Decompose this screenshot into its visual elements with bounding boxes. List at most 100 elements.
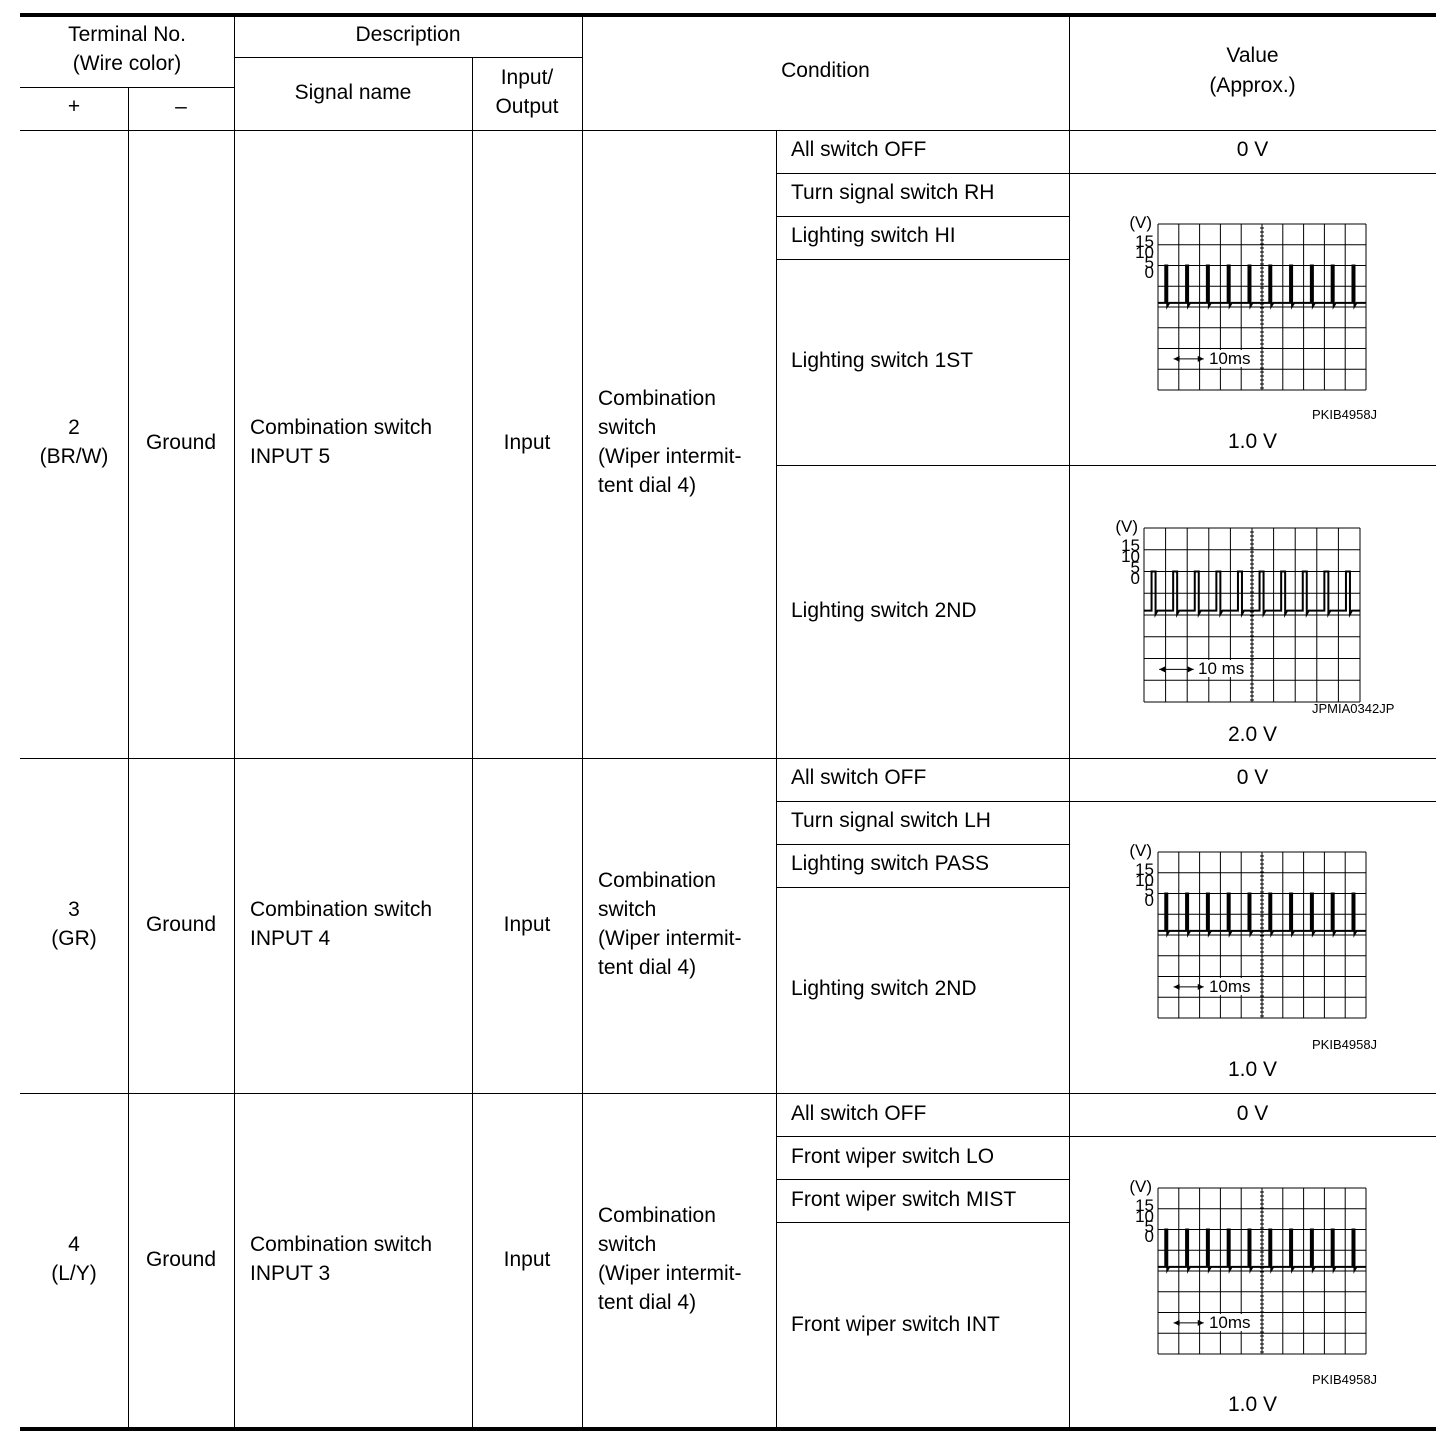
y-tick-label: 5	[1144, 1216, 1154, 1236]
header-description: Description	[355, 23, 461, 46]
rule	[776, 801, 1436, 802]
condition-text: Combination	[598, 869, 716, 892]
rule	[776, 259, 1069, 260]
row-separator	[20, 1093, 1436, 1094]
condition-text: Combination	[598, 387, 716, 410]
waveform-trace	[1144, 570, 1360, 618]
condition-text: Combination	[598, 1204, 716, 1227]
y-axis-unit: (V)	[1129, 841, 1152, 860]
value: 0 V	[1236, 138, 1269, 161]
ground-label: Ground	[145, 1248, 217, 1271]
figure-code: PKIB4958J	[1312, 1372, 1378, 1387]
io-label: Input	[503, 431, 551, 454]
signal-name: INPUT 3	[250, 1262, 331, 1285]
arrowhead	[1197, 355, 1204, 362]
column-rule	[776, 130, 777, 1429]
sub-condition: Turn signal switch RH	[791, 181, 995, 204]
rule	[776, 844, 1069, 845]
figure-code: PKIB4958J	[1312, 1037, 1378, 1052]
header-signal-name: Signal name	[294, 81, 412, 104]
y-axis-unit: (V)	[1115, 517, 1138, 536]
condition-text: switch	[598, 1233, 657, 1256]
timebase-label: 10 ms	[1198, 659, 1245, 679]
condition-text: (Wiper intermit-	[598, 927, 742, 950]
waveform-scope: (V) 15 10 5 0 10 ms	[1108, 516, 1362, 704]
column-rule	[582, 13, 583, 1429]
y-axis-unit: (V)	[1129, 213, 1152, 232]
header-value-approx: (Approx.)	[1209, 74, 1296, 97]
io-label: Input	[503, 1248, 551, 1271]
timebase-label: 10ms	[1208, 1312, 1251, 1332]
sub-condition: Lighting switch HI	[791, 224, 956, 247]
value: 1.0 V	[1227, 1058, 1278, 1081]
terminal-number: 4	[68, 1233, 80, 1256]
figure-code: PKIB4958J	[1312, 407, 1378, 422]
y-tick-label: 5	[1144, 252, 1154, 272]
rule	[776, 1136, 1436, 1137]
condition-text: (Wiper intermit-	[598, 445, 742, 468]
value: 0 V	[1236, 766, 1269, 789]
y-tick-label: 10	[1121, 547, 1140, 567]
signal-name: Combination switch	[250, 898, 433, 921]
y-tick-label: 15	[1135, 232, 1154, 252]
ground-label: Ground	[145, 431, 217, 454]
y-tick-label: 0	[1144, 263, 1154, 283]
value: 1.0 V	[1227, 430, 1278, 453]
sub-condition: All switch OFF	[791, 1102, 927, 1125]
sub-condition: Lighting switch 2ND	[791, 977, 977, 1000]
value: 2.0 V	[1227, 723, 1278, 746]
y-tick-label: 10	[1135, 870, 1154, 890]
header-input-output: Output	[495, 95, 559, 118]
header-plus: +	[67, 95, 81, 118]
wire-color: (BR/W)	[39, 445, 109, 468]
rule	[776, 1222, 1069, 1223]
rule	[776, 216, 1069, 217]
column-rule	[234, 13, 235, 1429]
wire-color: (L/Y)	[51, 1262, 97, 1285]
waveform-scope: (V) 15 10 5 0 10ms	[1118, 212, 1368, 392]
rule	[20, 87, 234, 88]
header-minus: –	[175, 95, 187, 118]
header-wire-color: (Wire color)	[72, 52, 182, 75]
column-rule	[472, 57, 473, 1429]
terminal-number: 2	[68, 416, 80, 439]
timebase-label: 10ms	[1208, 976, 1251, 996]
table-bottom-rule	[20, 1427, 1436, 1431]
y-tick-label: 0	[1144, 891, 1154, 911]
waveform-trace	[1158, 1228, 1366, 1274]
sub-condition: Front wiper switch MIST	[791, 1188, 1017, 1211]
condition-text: (Wiper intermit-	[598, 1262, 742, 1285]
table-top-rule	[20, 13, 1436, 17]
sub-condition: All switch OFF	[791, 766, 927, 789]
ground-label: Ground	[145, 913, 217, 936]
arrowhead	[1197, 1319, 1204, 1326]
rule	[234, 57, 582, 58]
row-separator	[20, 758, 1436, 759]
rule	[776, 173, 1436, 174]
arrowhead	[1173, 1319, 1180, 1326]
y-tick-label: 0	[1144, 1227, 1154, 1247]
condition-text: tent dial 4)	[598, 1291, 697, 1314]
arrowhead	[1173, 983, 1180, 990]
sub-condition: Lighting switch PASS	[791, 852, 990, 875]
signal-name: INPUT 5	[250, 445, 331, 468]
y-tick-label: 0	[1130, 569, 1140, 589]
rule	[776, 1179, 1069, 1180]
wire-color: (GR)	[51, 927, 97, 950]
signal-name: Combination switch	[250, 1233, 433, 1256]
arrowhead	[1173, 355, 1180, 362]
condition-text: tent dial 4)	[598, 956, 697, 979]
y-tick-label: 5	[1130, 558, 1140, 578]
scope-grid	[1143, 527, 1361, 703]
y-tick-label: 5	[1144, 880, 1154, 900]
signal-name: INPUT 4	[250, 927, 331, 950]
column-rule	[128, 87, 129, 1429]
header-input-output: Input/	[500, 66, 554, 89]
waveform-trace	[1158, 892, 1366, 938]
y-tick-label: 15	[1121, 536, 1140, 556]
column-rule	[1069, 13, 1070, 1429]
figure-code: JPMIA0342JP	[1312, 701, 1395, 716]
waveform-trace	[1158, 264, 1366, 310]
y-tick-label: 10	[1135, 1206, 1154, 1226]
